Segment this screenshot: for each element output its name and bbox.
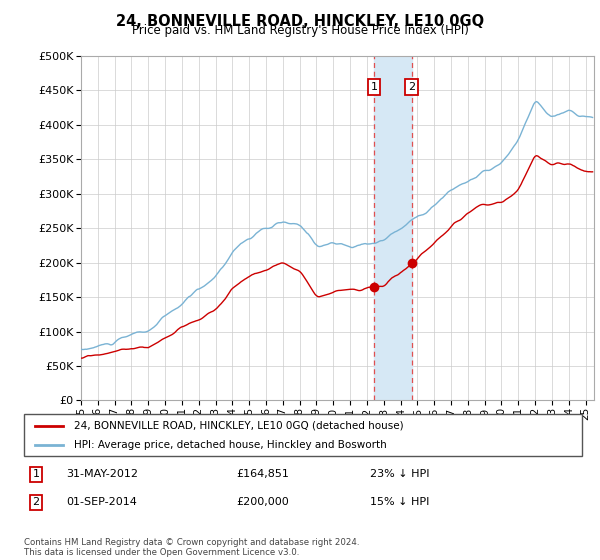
Text: 23% ↓ HPI: 23% ↓ HPI — [370, 469, 430, 479]
Text: £164,851: £164,851 — [236, 469, 289, 479]
Text: 15% ↓ HPI: 15% ↓ HPI — [370, 497, 430, 507]
Text: 1: 1 — [32, 469, 40, 479]
Text: 24, BONNEVILLE ROAD, HINCKLEY, LE10 0GQ: 24, BONNEVILLE ROAD, HINCKLEY, LE10 0GQ — [116, 14, 484, 29]
Text: 1: 1 — [370, 82, 377, 92]
Bar — [374, 56, 412, 400]
Text: 2: 2 — [408, 82, 415, 92]
Text: 2: 2 — [32, 497, 40, 507]
Text: Contains HM Land Registry data © Crown copyright and database right 2024.
This d: Contains HM Land Registry data © Crown c… — [24, 538, 359, 557]
Text: 01-SEP-2014: 01-SEP-2014 — [66, 497, 137, 507]
Text: 24, BONNEVILLE ROAD, HINCKLEY, LE10 0GQ (detached house): 24, BONNEVILLE ROAD, HINCKLEY, LE10 0GQ … — [74, 421, 404, 431]
Text: 31-MAY-2012: 31-MAY-2012 — [66, 469, 138, 479]
Text: HPI: Average price, detached house, Hinckley and Bosworth: HPI: Average price, detached house, Hinc… — [74, 440, 387, 450]
Text: £200,000: £200,000 — [236, 497, 289, 507]
Text: Price paid vs. HM Land Registry's House Price Index (HPI): Price paid vs. HM Land Registry's House … — [131, 24, 469, 36]
